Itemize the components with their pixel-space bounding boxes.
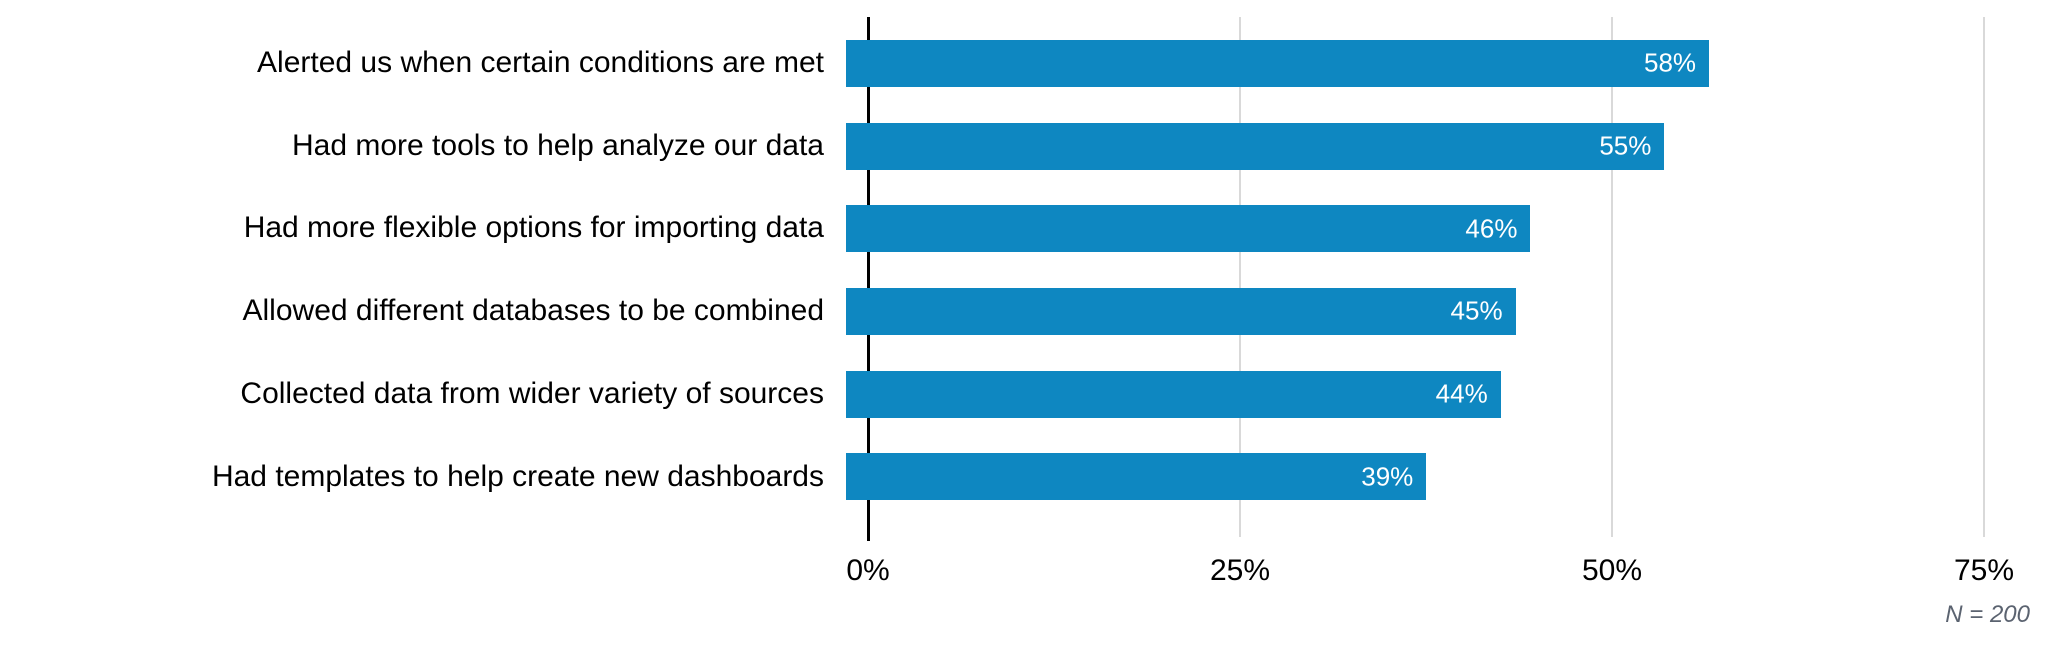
- chart-row: Allowed different databases to be combin…: [0, 270, 2046, 353]
- chart-row: Had more flexible options for importing …: [0, 187, 2046, 270]
- bar: 44%: [846, 370, 1501, 418]
- chart-row: Had more tools to help analyze our data 5…: [0, 105, 2046, 188]
- category-label: Allowed different databases to be combin…: [242, 294, 825, 328]
- axis-tick-label: 0%: [846, 554, 890, 587]
- bar-rows: Alerted us when certain conditions are m…: [0, 22, 2046, 518]
- value-label: 44%: [1435, 378, 1488, 409]
- value-label: 46%: [1465, 213, 1518, 244]
- zero-axis-line: [866, 17, 870, 541]
- bar: 46%: [846, 205, 1531, 253]
- category-label: Had more tools to help analyze our data: [292, 128, 824, 162]
- sample-size-note: N = 200: [1945, 601, 2030, 628]
- value-label: 55%: [1599, 130, 1652, 161]
- chart-row: Had templates to help create new dashboa…: [0, 435, 2046, 518]
- bar-track: 58%: [846, 39, 2046, 87]
- value-label: 39%: [1361, 461, 1414, 492]
- category-label: Had more flexible options for importing …: [243, 211, 824, 245]
- value-label: 45%: [1450, 295, 1503, 326]
- bar-track: 45%: [846, 287, 2046, 335]
- category-label: Alerted us when certain conditions are m…: [257, 46, 824, 80]
- bar-track: 46%: [846, 205, 2046, 253]
- axis-tick-label: 75%: [1953, 554, 2015, 587]
- bar: 39%: [846, 453, 1427, 501]
- bar-track: 39%: [846, 453, 2046, 501]
- category-label: Collected data from wider variety of sou…: [240, 376, 824, 410]
- gridline: [1239, 17, 1241, 537]
- bar: 45%: [846, 287, 1516, 335]
- gridline: [1611, 17, 1613, 537]
- axis-tick-label: 50%: [1581, 554, 1643, 587]
- chart-row: Collected data from wider variety of sou…: [0, 353, 2046, 436]
- value-label: 58%: [1643, 47, 1697, 78]
- category-label: Had templates to help create new dashboa…: [211, 459, 824, 493]
- bar: 55%: [846, 122, 1665, 170]
- gridline: [1983, 17, 1985, 537]
- bar: 58%: [846, 39, 1710, 87]
- axis-tick-label: 25%: [1209, 554, 1271, 587]
- bar-track: 55%: [846, 122, 2046, 170]
- bar-track: 44%: [846, 370, 2046, 418]
- chart-row: Alerted us when certain conditions are m…: [0, 22, 2046, 105]
